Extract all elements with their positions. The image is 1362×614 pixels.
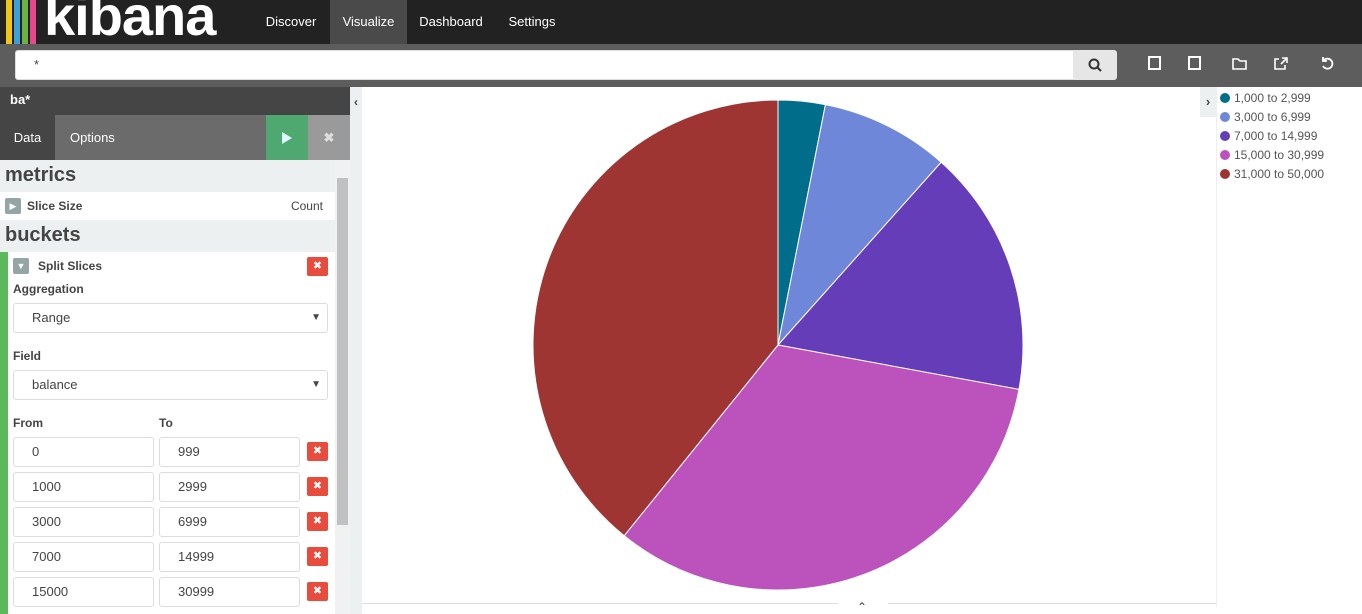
discard-button[interactable]: ✖ — [308, 115, 350, 160]
collapse-toggle[interactable]: ▼ — [13, 258, 29, 274]
top-nav: kibana Discover Visualize Dashboard Sett… — [0, 0, 1362, 47]
nav-item[interactable]: Settings — [508, 14, 556, 29]
legend-item[interactable]: 15,000 to 30,999 — [1220, 145, 1324, 164]
metric-row: ▶ Slice Size Count — [0, 192, 335, 220]
index-pattern: ba* — [0, 87, 350, 115]
field-label: Aggregation — [13, 282, 84, 296]
select-value: balance — [32, 377, 78, 392]
select-value: Range — [32, 310, 71, 325]
nav-item[interactable]: Discover — [265, 14, 317, 29]
remove-range[interactable]: ✖ — [307, 442, 328, 461]
legend-label: 7,000 to 14,999 — [1234, 128, 1318, 143]
range-input[interactable]: 999 — [159, 437, 300, 467]
metric-value: Count — [290, 199, 323, 213]
legend-label: 15,000 to 30,999 — [1234, 147, 1325, 162]
range-input[interactable]: 7000 — [13, 542, 154, 572]
pie-chart — [532, 99, 1024, 591]
logo-bar — [22, 0, 28, 44]
range-input[interactable]: 6999 — [159, 507, 300, 537]
pie-slice — [623, 344, 1020, 591]
brand[interactable]: kibana — [44, 0, 216, 47]
legend-swatch — [1220, 168, 1230, 179]
range-input[interactable]: 1000 — [13, 472, 154, 502]
scroll-thumb[interactable] — [337, 178, 348, 525]
nav-item[interactable]: Dashboard — [419, 14, 483, 29]
legend-swatch — [1220, 149, 1230, 160]
legend-label: 1,000 to 2,999 — [1234, 90, 1311, 105]
search-input[interactable]: * — [15, 50, 1075, 80]
legend-item[interactable]: 3,000 to 6,999 — [1220, 107, 1324, 126]
apply-button[interactable] — [266, 115, 308, 160]
bottom-rule — [362, 603, 838, 604]
column-label: To — [159, 416, 173, 430]
remove-range[interactable]: ✖ — [307, 547, 328, 566]
range-input[interactable]: 15000 — [13, 577, 154, 607]
metric-label: Slice Size — [27, 199, 83, 213]
pie-slice — [777, 104, 942, 347]
scrollbar[interactable] — [335, 160, 350, 614]
pie-slice — [532, 99, 779, 537]
editor-body: metrics ▶ Slice Size Count buckets ▼ Spl… — [0, 160, 335, 614]
legend-label: 3,000 to 6,999 — [1234, 109, 1311, 124]
bucket-panel: ▼ Split Slices ✖ Aggregation Range ▼ Fiel… — [0, 252, 335, 614]
field-label: Field — [13, 349, 42, 363]
legend-item[interactable]: 7,000 to 14,999 — [1220, 126, 1324, 145]
column-label: From — [13, 416, 43, 430]
legend-item[interactable]: 1,000 to 2,999 — [1220, 88, 1324, 107]
logo-bar — [14, 0, 20, 44]
remove-range[interactable]: ✖ — [307, 477, 328, 496]
logo-bar — [6, 0, 12, 44]
range-input[interactable]: 3000 — [13, 507, 154, 537]
caret: ▼ — [311, 379, 321, 390]
toolbar-icons[interactable] — [1140, 54, 1350, 76]
tab-active[interactable]: Data — [0, 115, 55, 160]
range-input[interactable]: 0 — [13, 437, 154, 467]
bucket-label: Split Slices — [38, 259, 103, 273]
nav-item-active[interactable]: Visualize — [330, 0, 407, 44]
legend-label: 31,000 to 50,000 — [1234, 166, 1325, 181]
range-input[interactable]: 14999 — [159, 542, 300, 572]
search-icon — [1088, 58, 1102, 72]
legend-swatch — [1220, 130, 1230, 141]
section-heading: buckets — [5, 224, 81, 246]
range-input[interactable]: 2999 — [159, 472, 300, 502]
range-input[interactable]: 30999 — [159, 577, 300, 607]
aggregation-select[interactable]: Range ▼ — [13, 303, 328, 333]
field-select[interactable]: balance ▼ — [13, 370, 328, 400]
bottom-rule — [888, 603, 1216, 604]
remove-range[interactable]: ✖ — [307, 582, 328, 601]
caret: ▼ — [311, 312, 321, 323]
remove-range[interactable]: ✖ — [307, 512, 328, 531]
play-icon — [282, 132, 292, 144]
legend-item[interactable]: 31,000 to 50,000 — [1220, 164, 1324, 183]
editor-tabs: Data Options ✖ — [0, 115, 350, 160]
legend-swatch — [1220, 111, 1230, 122]
collapse-sidebar[interactable]: ‹ — [350, 87, 362, 614]
section-heading: metrics — [5, 164, 77, 186]
search-button[interactable] — [1073, 50, 1117, 80]
legend-divider — [1216, 87, 1217, 607]
legend: 1,000 to 2,999 3,000 to 6,999 7,000 to 14,… — [1220, 88, 1324, 183]
legend-toggle[interactable]: › — [1200, 87, 1216, 117]
pie-slice — [777, 161, 1024, 390]
logo-bar — [30, 0, 36, 44]
remove-button[interactable]: ✖ — [307, 257, 328, 276]
expand-toggle[interactable]: ▶ — [5, 198, 21, 214]
legend-swatch — [1220, 92, 1230, 103]
spy-toggle[interactable]: ⌃ — [857, 600, 868, 614]
search-row: * — [0, 44, 1362, 87]
tab[interactable]: Options — [70, 130, 115, 145]
